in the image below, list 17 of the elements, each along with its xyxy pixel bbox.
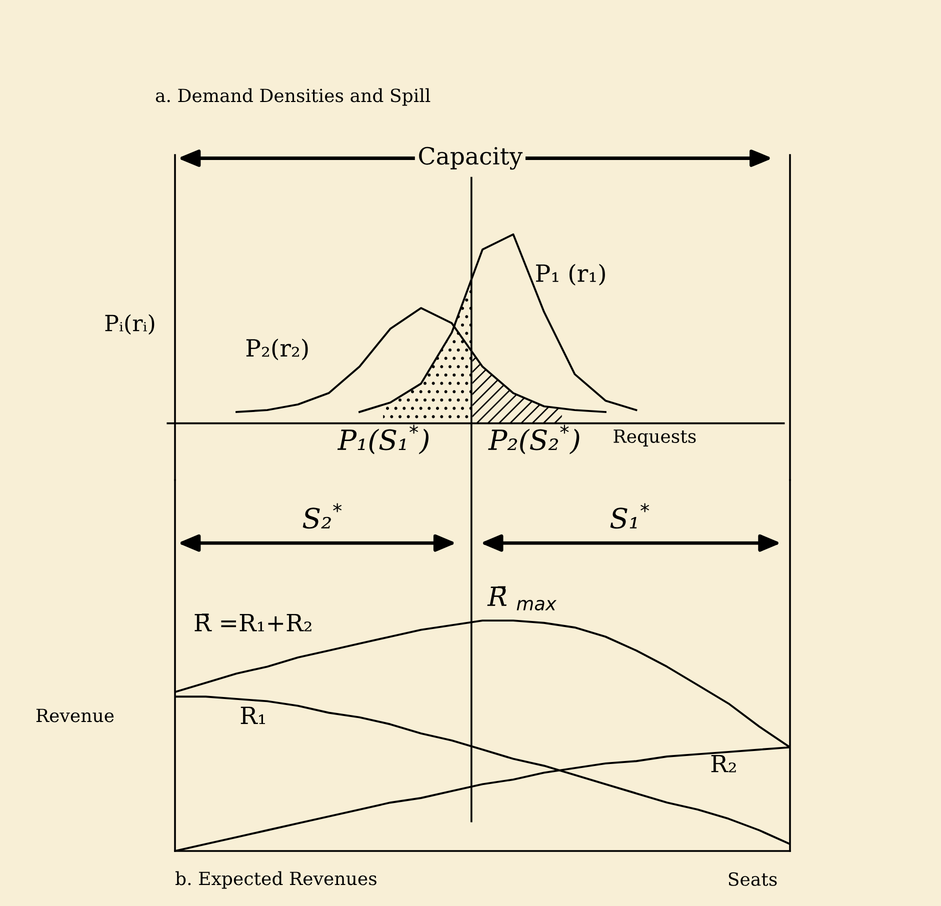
chart-title: a. Demand Densities and Spill <box>156 88 430 106</box>
series-label: R₂ <box>711 754 736 772</box>
x-axis-title: Seats <box>728 872 777 886</box>
text: P₂(S₂$^{*}$) <box>488 424 580 454</box>
series-label: R̄ =R₁+R₂ <box>194 614 312 632</box>
text: b. Expected Revenues <box>176 871 376 889</box>
series-label: P₁ (r₁) <box>536 264 605 286</box>
text: Capacity <box>419 146 523 170</box>
text: P₁(S₁$^{*}$) <box>337 424 429 454</box>
series-label: R₁ <box>240 706 265 724</box>
text: R̄ $_{max}$ <box>487 586 557 610</box>
text: S₂$^{*}$ <box>302 503 342 529</box>
y-axis-title: Pᵢ(rᵢ) <box>105 314 154 335</box>
y-axis-title: Revenue <box>36 708 114 722</box>
series-label: P₂(r₂) <box>246 338 308 360</box>
x-axis-title: Requests <box>614 430 696 446</box>
text: S₁$^{*}$ <box>610 503 650 529</box>
